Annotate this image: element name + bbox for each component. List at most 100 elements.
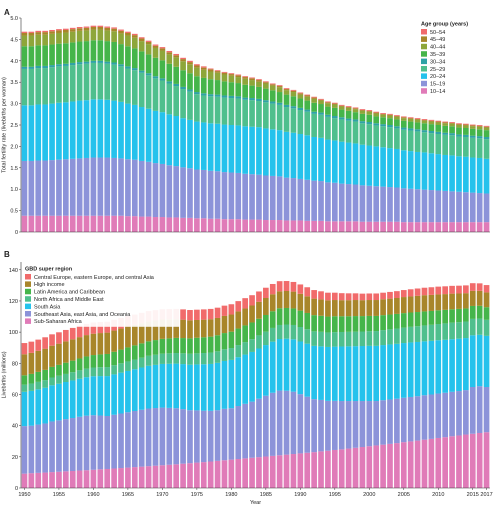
bar-segment — [159, 78, 166, 81]
bar-segment — [76, 215, 83, 232]
bar-segment — [221, 333, 228, 350]
bar-segment — [35, 424, 42, 473]
bar-segment — [338, 346, 345, 402]
bar-segment — [194, 337, 200, 354]
bar-segment — [69, 327, 76, 340]
bar-segment — [428, 324, 435, 341]
bar-segment — [352, 316, 359, 332]
bar-segment — [97, 62, 104, 100]
bar-segment — [125, 159, 131, 217]
bar-segment — [214, 410, 221, 461]
bar-segment — [435, 286, 442, 295]
bar-segment — [325, 182, 331, 222]
bar-segment — [456, 124, 462, 125]
bar-segment — [352, 112, 359, 120]
legend-swatch — [421, 80, 427, 87]
bar-segment — [283, 324, 290, 339]
bar-segment — [69, 65, 76, 102]
bar-segment — [97, 215, 104, 232]
bar-segment — [104, 468, 111, 488]
bar-segment — [380, 400, 386, 445]
bar-segment — [138, 37, 145, 39]
bar-segment — [449, 135, 455, 156]
bar-segment — [180, 61, 186, 71]
bar-segment — [131, 369, 138, 411]
bar-segment — [318, 299, 324, 316]
bar-segment — [276, 324, 283, 339]
bar-segment — [214, 80, 221, 95]
bar-segment — [200, 95, 207, 123]
bar-segment — [35, 339, 42, 351]
bar-segment — [83, 27, 90, 31]
bar-segment — [428, 394, 435, 439]
bar-segment — [159, 80, 166, 113]
bar-segment — [442, 125, 448, 133]
bar-segment — [435, 131, 442, 134]
y-tick-label: 0.5 — [10, 209, 18, 215]
bar-segment — [338, 104, 345, 106]
bar-segment — [21, 46, 28, 67]
x-tick-label: 2000 — [363, 492, 375, 498]
bar-segment — [407, 342, 414, 397]
bar-segment — [138, 357, 145, 368]
bar-segment — [242, 219, 248, 232]
bar-segment — [373, 300, 380, 316]
bar-segment — [118, 349, 124, 364]
bar-segment — [394, 343, 400, 399]
bar-segment — [476, 125, 483, 126]
bar-segment — [235, 125, 242, 173]
bar-segment — [249, 339, 255, 352]
bar-segment — [380, 113, 386, 114]
bar-segment — [449, 339, 455, 392]
bar-segment — [421, 189, 428, 223]
bar-segment — [442, 294, 448, 310]
bar-segment — [28, 390, 35, 426]
bar-segment — [228, 74, 235, 76]
bar-segment — [221, 95, 228, 98]
bar-segment — [387, 399, 393, 444]
bar-segment — [180, 319, 186, 339]
bar-segment — [311, 290, 317, 299]
bar-segment — [35, 65, 42, 69]
bar-segment — [28, 341, 35, 353]
bar-segment — [311, 315, 317, 332]
bar-segment — [28, 46, 35, 67]
bar-segment — [269, 83, 276, 85]
x-tick-label: 2010 — [432, 492, 444, 498]
bar-segment — [297, 92, 304, 94]
bar-segment — [359, 300, 366, 317]
bar-segment — [435, 190, 442, 223]
bar-segment — [242, 403, 248, 459]
bar-segment — [187, 217, 193, 232]
bar-segment — [125, 370, 131, 413]
bar-segment — [366, 111, 373, 115]
bar-segment — [256, 348, 262, 399]
bar-segment — [283, 177, 290, 221]
y-tick-label: 4.5 — [10, 37, 18, 43]
bar-segment — [69, 418, 76, 472]
bar-segment — [118, 468, 124, 488]
bar-segment — [49, 29, 55, 32]
bar-segment — [269, 129, 276, 176]
bar-segment — [28, 425, 35, 474]
bar-segment — [131, 359, 138, 370]
bar-segment — [49, 33, 55, 45]
bar-segment — [56, 215, 62, 232]
bar-segment — [207, 461, 214, 488]
bar-segment — [400, 117, 407, 119]
y-tick-label: 0 — [15, 230, 18, 236]
bar-segment — [456, 136, 462, 157]
y-tick-label: 60 — [12, 392, 18, 398]
bar-segment — [111, 28, 117, 32]
bar-segment — [297, 98, 304, 108]
bar-segment — [152, 78, 159, 111]
bar-segment — [180, 167, 186, 218]
bar-segment — [366, 221, 373, 232]
legend-label: 20–24 — [430, 74, 445, 80]
bar-segment — [235, 357, 242, 407]
bar-segment — [483, 387, 490, 433]
bar-segment — [180, 338, 186, 354]
bar-segment — [145, 73, 152, 76]
bar-segment — [421, 152, 428, 190]
bar-segment — [173, 353, 180, 364]
